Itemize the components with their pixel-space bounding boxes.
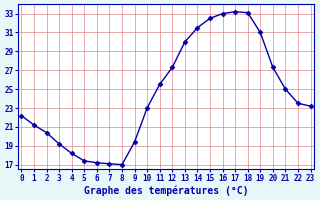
X-axis label: Graphe des températures (°C): Graphe des températures (°C) bbox=[84, 185, 248, 196]
